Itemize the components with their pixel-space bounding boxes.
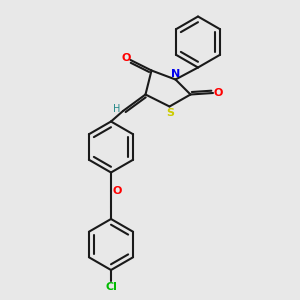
Text: Cl: Cl bbox=[105, 281, 117, 292]
Text: H: H bbox=[113, 104, 120, 115]
Text: S: S bbox=[167, 108, 174, 118]
Text: O: O bbox=[121, 53, 131, 64]
Text: O: O bbox=[113, 185, 122, 196]
Text: O: O bbox=[214, 88, 223, 98]
Text: N: N bbox=[171, 69, 180, 79]
